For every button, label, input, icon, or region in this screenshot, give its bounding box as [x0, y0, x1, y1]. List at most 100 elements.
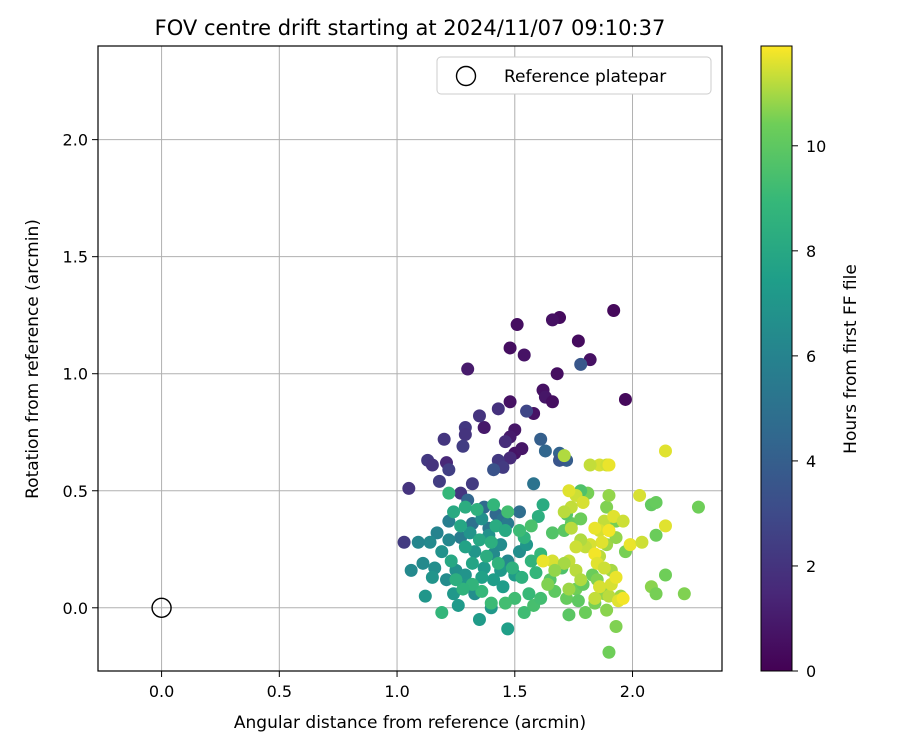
scatter-point: [517, 605, 531, 619]
scatter-point: [550, 367, 564, 381]
scatter-point: [430, 526, 444, 540]
scatter-point: [505, 561, 519, 575]
scatter-point: [484, 535, 498, 549]
scatter-point: [562, 608, 576, 622]
scatter-point: [458, 500, 472, 514]
scatter-point: [562, 582, 576, 596]
scatter-point: [503, 451, 517, 465]
scatter-point: [609, 620, 623, 634]
scatter-point: [517, 348, 531, 362]
scatter-point: [520, 404, 534, 418]
scatter-point: [600, 603, 614, 617]
scatter-point: [411, 535, 425, 549]
y-tick-label: 2.0: [63, 131, 88, 150]
chart-title: FOV centre drift starting at 2024/11/07 …: [155, 16, 666, 40]
scatter-point: [487, 498, 501, 512]
colorbar-tick-label: 4: [806, 452, 816, 471]
plot-frame: [97, 45, 723, 672]
scatter-point: [435, 605, 449, 619]
scatter-point: [616, 591, 630, 605]
scatter-point: [569, 540, 583, 554]
scatter-point: [496, 580, 510, 594]
scatter-point: [472, 409, 486, 423]
scatter-point: [487, 573, 501, 587]
scatter-point: [571, 594, 585, 608]
x-axis-label: Angular distance from reference (arcmin): [234, 713, 586, 733]
scatter-point: [593, 580, 607, 594]
scatter-point: [635, 535, 649, 549]
scatter-point: [397, 535, 411, 549]
scatter-point: [463, 526, 477, 540]
data-points: [397, 304, 705, 659]
scatter-point: [475, 570, 489, 584]
scatter-point: [531, 510, 545, 524]
x-tick-label: 0.5: [267, 682, 292, 701]
scatter-point: [616, 514, 630, 528]
scatter-point: [602, 645, 616, 659]
scatter-point: [501, 622, 515, 636]
scatter-point: [442, 486, 456, 500]
y-tick-label: 0.0: [63, 599, 88, 618]
colorbar-label: Hours from first FF file: [841, 264, 861, 454]
scatter-point: [458, 540, 472, 554]
scatter-point: [545, 526, 559, 540]
scatter-point: [458, 428, 472, 442]
scatter-point: [461, 362, 475, 376]
scatter-point: [465, 477, 479, 491]
colorbar-gradient: [760, 45, 793, 672]
scatter-point: [491, 556, 505, 570]
scatter-point: [562, 484, 576, 498]
colorbar-ticks: 0 2 4 6 8 10: [792, 137, 826, 681]
scatter-point: [541, 577, 555, 591]
scatter-point: [602, 458, 616, 472]
scatter-point: [677, 587, 691, 601]
scatter-point: [538, 444, 552, 458]
scatter-point: [472, 533, 486, 547]
colorbar-tick-label: 2: [806, 557, 816, 576]
scatter-point: [472, 613, 486, 627]
y-tick-label: 1.0: [63, 365, 88, 384]
scatter-point: [447, 505, 461, 519]
scatter-point: [470, 502, 484, 516]
scatter-point: [578, 605, 592, 619]
scatter-point: [536, 498, 550, 512]
scatter-point: [503, 395, 517, 409]
scatter-point: [545, 395, 559, 409]
scatter-point: [564, 521, 578, 535]
scatter-point: [425, 570, 439, 584]
reference-platepar-marker: [151, 597, 172, 618]
scatter-point: [649, 495, 663, 509]
scatter-point: [534, 432, 548, 446]
x-tick-label: 1.0: [384, 682, 409, 701]
scatter-point: [465, 556, 479, 570]
scatter-point: [536, 554, 550, 568]
colorbar-tick-label: 10: [806, 137, 826, 156]
legend: Reference platepar: [436, 56, 712, 95]
scatter-point: [658, 444, 672, 458]
scatter-point: [503, 341, 517, 355]
scatter-point: [527, 477, 541, 491]
scatter-point: [515, 442, 529, 456]
scatter-point: [602, 524, 616, 538]
scatter-point: [512, 524, 526, 538]
scatter-point: [510, 318, 524, 332]
colorbar-tick-label: 0: [806, 662, 816, 681]
scatter-point: [501, 505, 515, 519]
scatter-point: [404, 563, 418, 577]
scatter-point: [498, 524, 512, 538]
scatter-point: [691, 500, 705, 514]
scatter-point: [456, 582, 470, 596]
scatter-point: [498, 435, 512, 449]
scatter-point: [557, 556, 571, 570]
scatter-point: [609, 570, 623, 584]
scatter-point: [588, 591, 602, 605]
scatter-point: [416, 556, 430, 570]
scatter-point: [658, 568, 672, 582]
scatter-point: [425, 458, 439, 472]
scatter-point: [548, 563, 562, 577]
scatter-point: [444, 554, 458, 568]
scatter-point: [529, 566, 543, 580]
scatter-point: [442, 533, 456, 547]
scatter-point: [574, 357, 588, 371]
scatter-point: [480, 549, 494, 563]
